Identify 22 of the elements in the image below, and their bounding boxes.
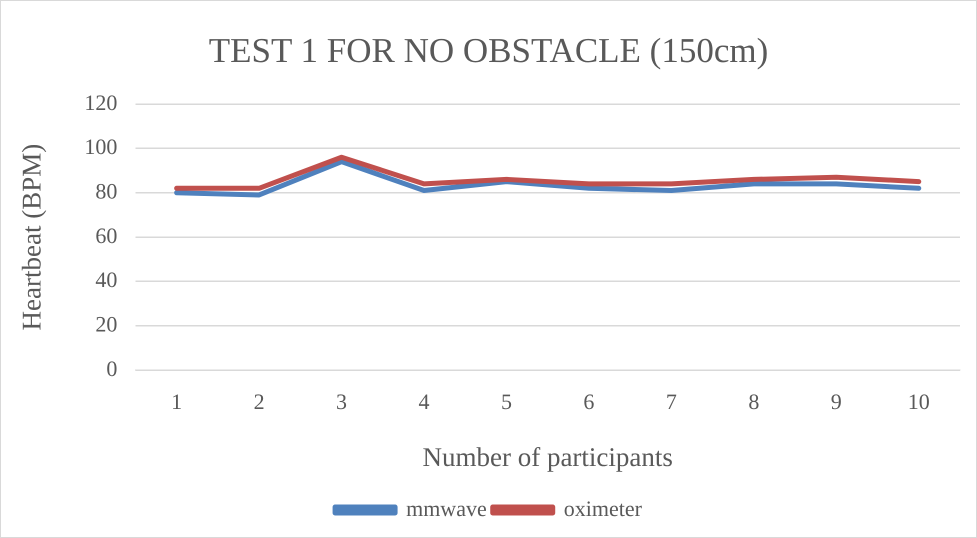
x-tick-label: 7 [666,389,677,414]
x-tick-label: 6 [583,389,594,414]
x-tick-label: 5 [500,389,512,414]
y-tick-label: 80 [95,178,118,204]
y-tick-label: 0 [106,356,118,381]
x-tick-label: 4 [418,389,430,414]
x-tick-label: 10 [908,389,930,414]
legend-label: mmwave [406,496,487,521]
y-tick-label: 120 [84,90,118,115]
y-axis-title: Heartbeat (BPM) [16,144,46,330]
legend-label: oximeter [564,496,643,521]
y-tick-label: 100 [84,134,118,160]
x-tick-label: 1 [171,389,182,414]
x-tick-label: 2 [254,389,265,414]
y-tick-label: 40 [95,267,118,292]
x-tick-label: 9 [830,389,842,414]
chart-title: TEST 1 FOR NO OBSTACLE (150cm) [208,31,768,70]
y-tick-label: 20 [95,312,118,337]
x-axis-title: Number of participants [422,442,673,472]
x-tick-label: 3 [336,389,348,414]
y-tick-label: 60 [95,222,118,248]
x-tick-label: 8 [748,389,760,414]
